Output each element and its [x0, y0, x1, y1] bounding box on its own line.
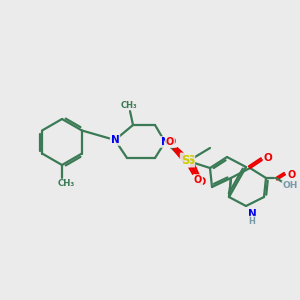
Text: CH₃: CH₃: [57, 179, 75, 188]
Text: O: O: [264, 153, 272, 163]
Text: N: N: [160, 137, 169, 147]
Text: O: O: [198, 177, 206, 187]
Text: O: O: [194, 175, 202, 185]
Text: CH₃: CH₃: [121, 100, 137, 109]
Text: OH: OH: [282, 182, 298, 190]
Text: O: O: [166, 137, 174, 147]
Text: N: N: [111, 135, 119, 145]
Text: H: H: [249, 217, 255, 226]
Text: S: S: [181, 154, 189, 166]
Text: N: N: [248, 209, 256, 219]
Text: S: S: [186, 154, 194, 166]
Text: O: O: [168, 137, 176, 147]
Text: O: O: [288, 170, 296, 180]
